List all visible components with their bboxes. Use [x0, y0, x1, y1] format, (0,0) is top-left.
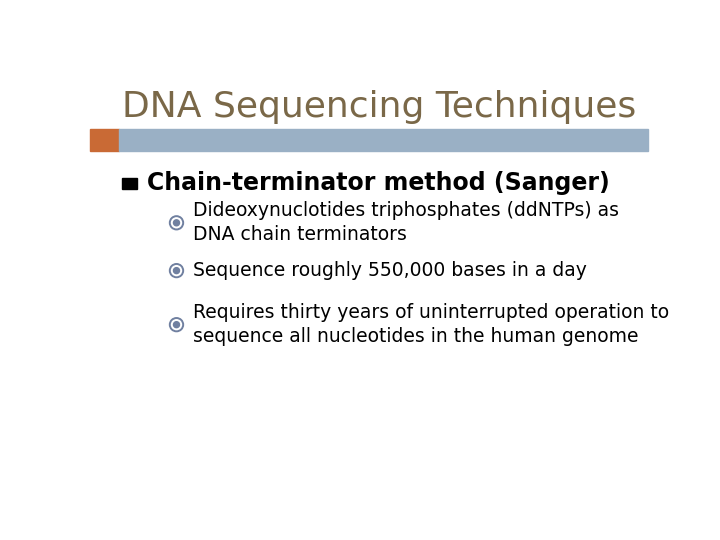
Ellipse shape [174, 322, 179, 328]
Bar [122, 178, 137, 188]
Ellipse shape [174, 268, 179, 274]
Text: Chain-terminator method (Sanger): Chain-terminator method (Sanger) [147, 171, 610, 195]
Text: Dideoxynuclotides triphosphates (ddNTPs) as
DNA chain terminators: Dideoxynuclotides triphosphates (ddNTPs)… [193, 201, 619, 245]
Text: DNA Sequencing Techniques: DNA Sequencing Techniques [122, 90, 636, 124]
Ellipse shape [174, 220, 179, 226]
Text: Requires thirty years of uninterrupted operation to
sequence all nucleotides in : Requires thirty years of uninterrupted o… [193, 303, 670, 346]
Text: Sequence roughly 550,000 bases in a day: Sequence roughly 550,000 bases in a day [193, 261, 587, 280]
Bar [90, 129, 119, 151]
Bar [119, 129, 648, 151]
